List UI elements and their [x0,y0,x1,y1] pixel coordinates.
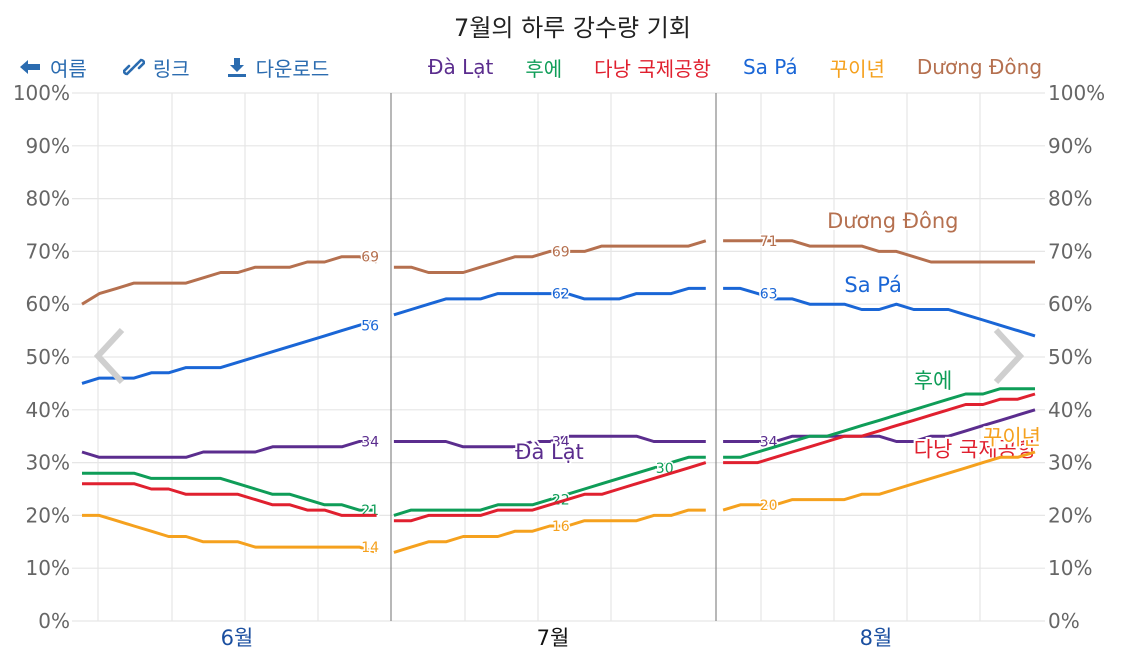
chart-toolbar: 여름 링크 다운로드 [18,50,365,84]
y-tick-label-left: 20% [26,503,70,527]
series-line [393,239,707,274]
series-line [82,471,377,512]
data-label: 20 [760,498,778,514]
series-line [81,318,378,385]
y-tick-label-left: 60% [26,292,70,316]
y-tick-label-right: 40% [1048,398,1092,422]
chevron-left-icon [93,327,125,385]
prev-month-arrow[interactable] [92,326,128,390]
chart-plot-area: 0% 0% 10% 10% 20% 20% 30% 30% 40% 40% 50% 50% 60% 60%… [13,81,1105,650]
data-label: 63 [760,287,778,303]
data-label: 16 [552,519,570,535]
data-label: 62 [552,287,570,303]
y-tick-label-right: 60% [1048,292,1092,316]
series-line [393,508,706,554]
series-line [393,434,706,449]
y-tick-label-left: 0% [38,609,70,633]
series-line [723,392,1036,465]
legend-item-quy-nhon[interactable]: 꾸이년 [829,56,885,81]
y-tick-label-right: 90% [1048,134,1092,158]
summer-back-button[interactable]: 여름 [18,53,87,82]
chevron-right-icon [993,327,1025,385]
y-tick-label-right: 100% [1048,81,1105,105]
y-tick-label-left: 10% [26,556,70,580]
series-line [723,286,1036,338]
arrow-left-icon [20,60,40,74]
series-line [723,408,1036,443]
series-line [81,255,378,306]
series-line [722,450,1036,512]
link-label: 링크 [152,56,190,81]
y-tick-label-left: 30% [26,451,70,475]
series-line [393,455,706,517]
y-tick-label-right: 30% [1048,451,1092,475]
y-tick-label-left: 70% [26,239,70,263]
download-icon [227,58,246,77]
series-line [723,387,1035,459]
data-label: 56 [361,318,379,334]
series-name-label: Sa Pá [844,273,901,297]
series-name-label: 후에 [914,369,953,393]
y-tick-label-right: 50% [1048,345,1092,369]
month-label: 6월 [221,626,254,650]
month-label: 7월 [537,626,570,650]
summer-back-label: 여름 [50,56,87,81]
series-line [81,440,377,459]
y-tick-label-left: 50% [26,345,70,369]
legend-item-da-lat[interactable]: Đà Lạt [428,55,494,79]
y-tick-label-right: 70% [1048,239,1092,263]
chart-legend: Đà Lạt 후에 다낭 국제공항 Sa Pá 꾸이년 Dương Đông [428,52,1042,82]
series-name-label: 꾸이년 [983,426,1041,450]
series-line [393,286,706,317]
series-name-label: Dương Đông [827,209,958,233]
y-tick-label-left: 100% [13,81,70,105]
y-tick-label-right: 20% [1048,503,1092,527]
chart-title: 7월의 하루 강수량 기회 [454,14,691,42]
data-label: 14 [361,540,379,556]
data-label: 69 [361,250,379,266]
y-tick-label-right: 10% [1048,556,1092,580]
y-tick-label-right: 80% [1048,187,1092,211]
y-tick-label-right: 0% [1048,609,1080,633]
download-button[interactable]: 다운로드 [226,53,330,82]
month-label: 8월 [860,626,893,650]
data-label: 69 [552,244,570,260]
download-label: 다운로드 [255,56,330,81]
data-label: 71 [760,234,778,250]
y-tick-label-left: 90% [26,134,70,158]
next-month-arrow[interactable] [990,326,1026,390]
link-button[interactable]: 링크 [122,53,190,82]
y-tick-label-left: 80% [26,187,70,211]
series-line [82,482,377,517]
series-line [723,239,1035,264]
series-name-label: Đà Lạt [515,440,584,464]
data-label: 34 [552,434,570,450]
legend-item-duong-dong[interactable]: Dương Đông [916,55,1043,79]
series-line [82,513,378,554]
series-line [393,461,707,523]
legend-item-hue[interactable]: 후에 [525,56,563,81]
legend-item-da-nang-airport[interactable]: 다낭 국제공항 [594,56,711,81]
link-icon [122,58,145,76]
legend-item-sa-pa[interactable]: Sa Pá [742,55,798,79]
y-tick-label-left: 40% [26,398,70,422]
data-label: 34 [361,434,379,450]
